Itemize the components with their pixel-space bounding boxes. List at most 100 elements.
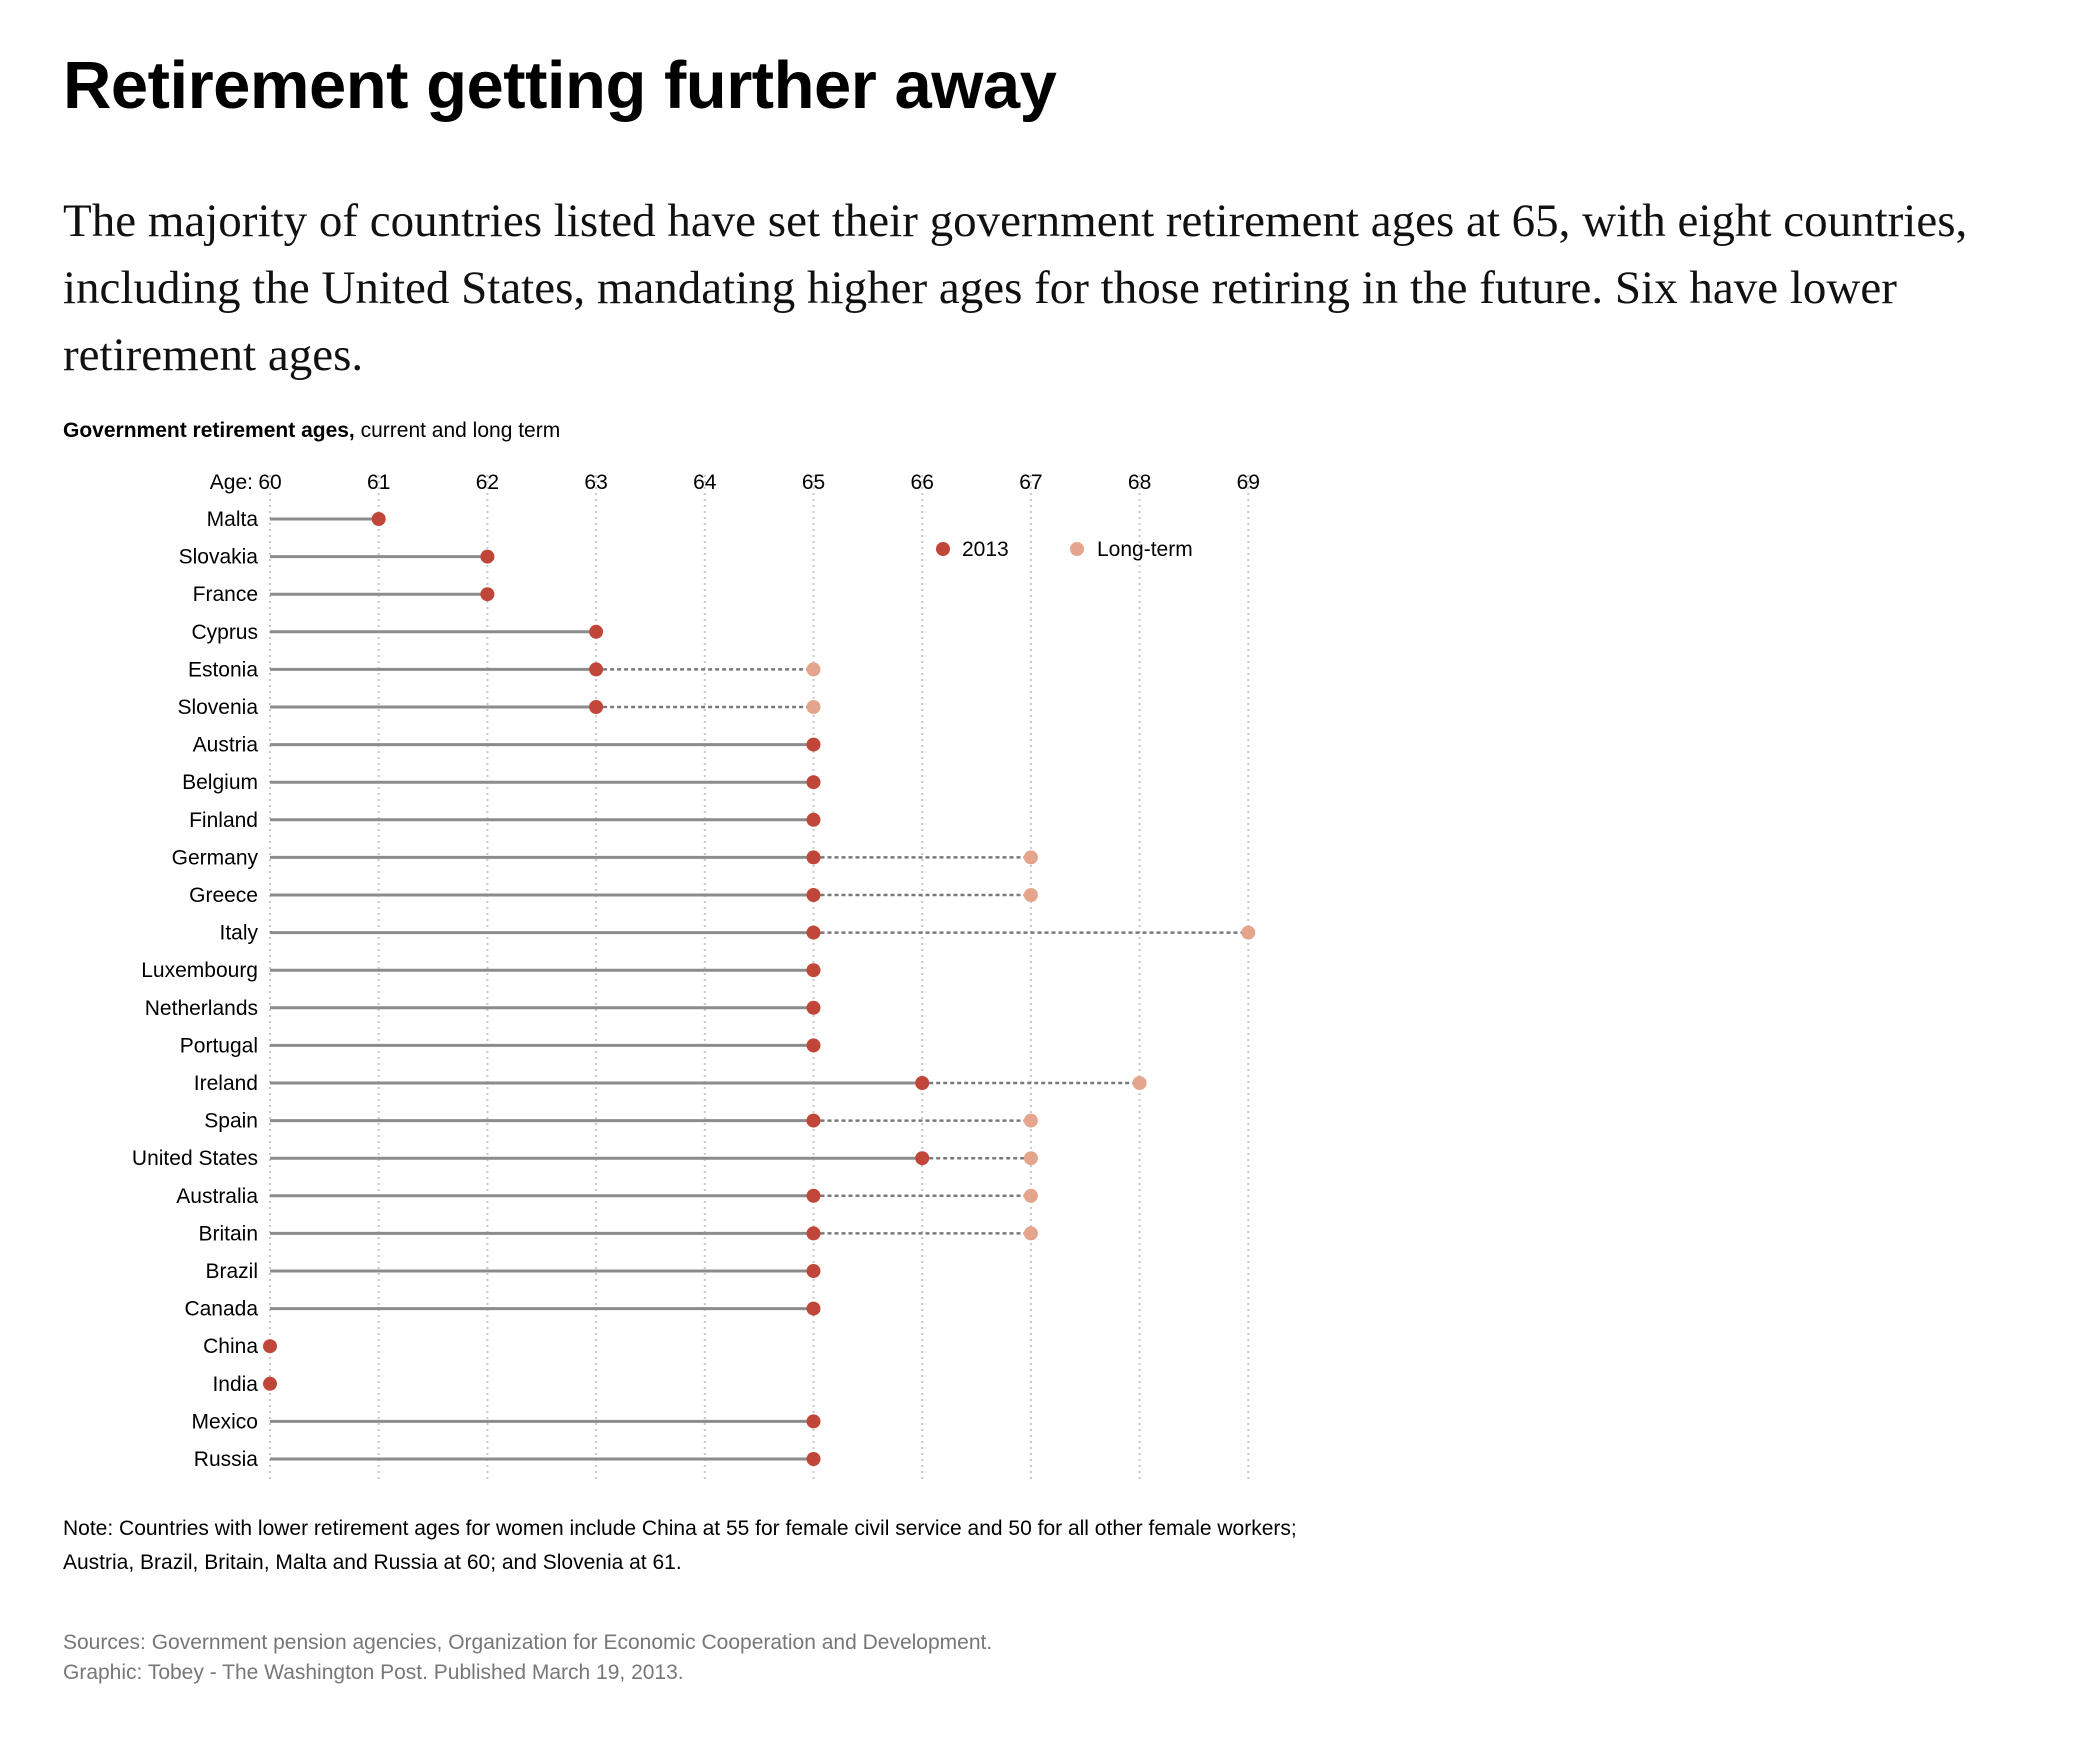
legend-label-current: 2013 <box>962 538 1009 561</box>
country-label: Australia <box>176 1185 258 1208</box>
country-label: Finland <box>189 809 258 832</box>
legend-marker-long_term <box>1070 542 1084 556</box>
country-label: Spain <box>204 1110 258 1133</box>
current-2013-dot <box>806 925 821 940</box>
row-belgium: Belgium <box>182 771 821 794</box>
country-label: Mexico <box>191 1410 258 1433</box>
row-china: China <box>203 1335 277 1358</box>
long-term-dot <box>1023 850 1038 865</box>
current-2013-dot <box>806 737 821 752</box>
row-portugal: Portugal <box>180 1034 821 1057</box>
country-label: Canada <box>184 1298 258 1321</box>
row-luxembourg: Luxembourg <box>141 959 821 982</box>
x-tick-label: 65 <box>802 471 825 494</box>
x-tick-label: 63 <box>584 471 607 494</box>
x-tick-label: 66 <box>911 471 934 494</box>
current-2013-dot <box>806 1414 821 1429</box>
grid-layer <box>269 475 1250 1483</box>
row-india: India <box>212 1373 277 1396</box>
row-slovenia: Slovenia <box>177 696 821 719</box>
current-2013-dot <box>806 850 821 865</box>
chart-label-bold: Government retirement ages, <box>63 419 355 442</box>
country-label: Cyprus <box>191 621 258 644</box>
row-australia: Australia <box>176 1185 1038 1208</box>
country-label: Malta <box>207 508 259 531</box>
x-tick-label: 60 <box>258 471 281 494</box>
x-tick-label: 69 <box>1237 471 1260 494</box>
country-label: Greece <box>189 884 258 907</box>
long-term-dot <box>806 700 821 714</box>
row-france: France <box>193 583 495 606</box>
country-label: Portugal <box>180 1034 258 1057</box>
row-germany: Germany <box>172 846 1038 869</box>
long-term-dot <box>1241 925 1256 940</box>
row-brazil: Brazil <box>205 1260 821 1283</box>
row-slovakia: Slovakia <box>179 546 495 569</box>
long-term-dot <box>1023 1188 1038 1203</box>
row-netherlands: Netherlands <box>145 997 821 1020</box>
row-britain: Britain <box>198 1222 1038 1245</box>
current-2013-dot <box>806 1226 821 1241</box>
x-tick-label: 61 <box>367 471 390 494</box>
current-2013-dot <box>806 888 821 902</box>
row-spain: Spain <box>204 1110 1038 1133</box>
long-term-dot <box>806 662 821 677</box>
current-2013-dot <box>589 700 604 714</box>
country-label: Russia <box>194 1448 259 1471</box>
current-2013-dot <box>806 1038 821 1053</box>
row-united-states: United States <box>132 1147 1038 1170</box>
chart-label: Government retirement ages, current and … <box>63 419 560 443</box>
row-estonia: Estonia <box>188 658 821 681</box>
country-label: India <box>212 1373 258 1396</box>
row-austria: Austria <box>193 734 821 757</box>
graphic-credit-line: Graphic: Tobey - The Washington Post. Pu… <box>63 1661 684 1684</box>
country-label: Belgium <box>182 771 258 794</box>
current-2013-dot <box>263 1376 277 1391</box>
country-label: Ireland <box>194 1072 258 1095</box>
country-label: Italy <box>219 922 258 945</box>
current-2013-dot <box>806 1452 821 1466</box>
country-label: China <box>203 1335 258 1358</box>
current-2013-dot <box>806 1188 821 1203</box>
country-label: Austria <box>193 734 259 757</box>
country-label: France <box>193 583 258 606</box>
current-2013-dot <box>806 775 821 790</box>
x-tick-label: 68 <box>1128 471 1151 494</box>
country-label: Slovakia <box>179 546 259 569</box>
row-italy: Italy <box>219 922 1256 945</box>
current-2013-dot <box>915 1076 930 1090</box>
current-2013-dot <box>806 963 821 978</box>
x-tick-label: 62 <box>476 471 499 494</box>
row-russia: Russia <box>194 1448 821 1471</box>
current-2013-dot <box>915 1151 930 1166</box>
x-tick-label: 64 <box>693 471 717 494</box>
row-ireland: Ireland <box>194 1072 1147 1095</box>
long-term-dot <box>1132 1076 1147 1090</box>
row-greece: Greece <box>189 884 1038 907</box>
row-finland: Finland <box>189 809 821 832</box>
long-term-dot <box>1023 888 1038 902</box>
current-2013-dot <box>806 1113 821 1128</box>
legend: 2013 Long-term <box>936 538 1193 561</box>
row-mexico: Mexico <box>191 1410 821 1433</box>
legend-marker-current <box>936 542 950 556</box>
country-label: Slovenia <box>177 696 258 719</box>
current-2013-dot <box>806 1000 821 1015</box>
current-2013-dot <box>480 587 495 602</box>
current-2013-dot <box>589 662 604 677</box>
current-2013-dot <box>589 624 604 639</box>
long-term-dot <box>1023 1226 1038 1241</box>
country-label: Netherlands <box>145 997 258 1020</box>
long-term-dot <box>1023 1151 1038 1166</box>
headline: Retirement getting further away <box>63 48 1057 123</box>
chart-label-rest: current and long term <box>354 419 561 442</box>
current-2013-dot <box>263 1339 277 1354</box>
axis-prefix-label: Age: <box>210 471 253 494</box>
country-label: Brazil <box>205 1260 258 1283</box>
country-label: Luxembourg <box>141 959 258 982</box>
row-malta: Malta <box>207 508 386 531</box>
row-cyprus: Cyprus <box>191 621 604 644</box>
x-tick-label: 67 <box>1019 471 1042 494</box>
current-2013-dot <box>371 512 386 526</box>
